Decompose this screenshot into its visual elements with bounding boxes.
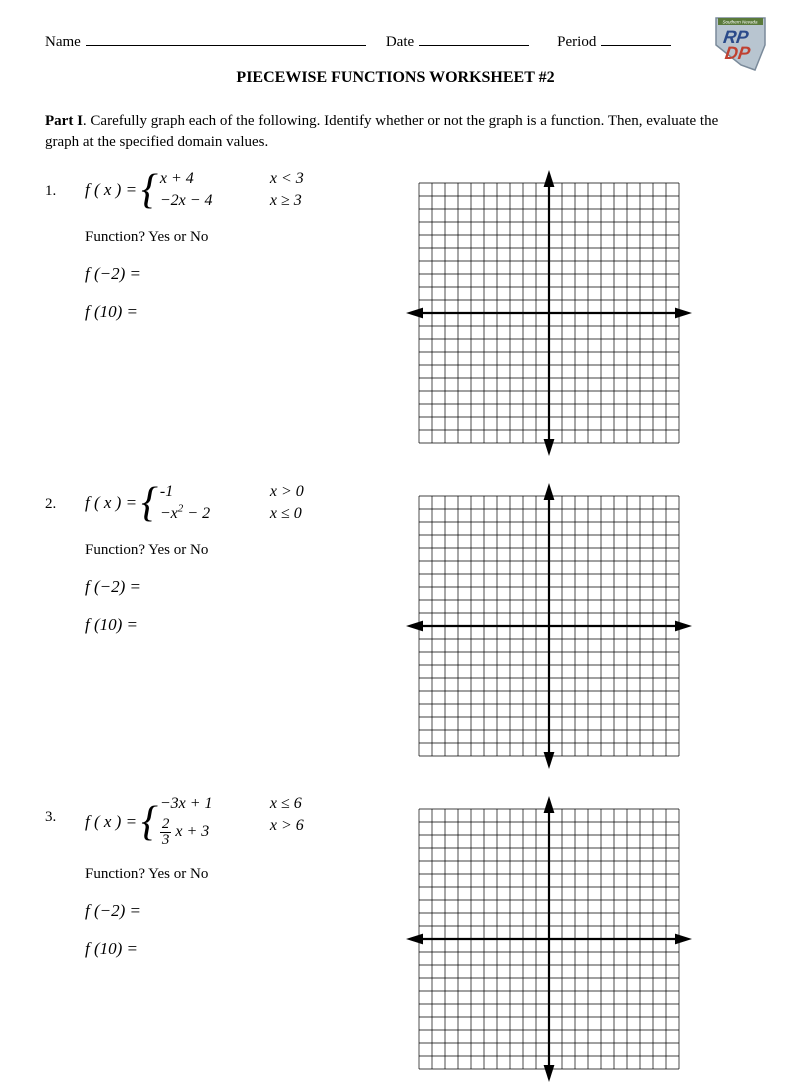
problem-body: f ( x ) = { x + 4x < 3 −2x − 4x ≥ 3 Funct… (85, 169, 385, 340)
problem-number: 2. (45, 482, 65, 513)
problem: 3. f ( x ) = { −3x + 1x ≤ 6 23 x + 3x > 6… (45, 795, 746, 1088)
period-blank (601, 30, 671, 46)
date-blank (419, 30, 529, 46)
function-definition: f ( x ) = { x + 4x < 3 −2x − 4x ≥ 3 (85, 169, 385, 211)
brace-icon: { (141, 482, 158, 524)
piece-row: -1x > 0 (160, 483, 304, 501)
problems-container: 1. f ( x ) = { x + 4x < 3 −2x − 4x ≥ 3 Fu… (45, 169, 746, 1088)
function-definition: f ( x ) = { −3x + 1x ≤ 6 23 x + 3x > 6 (85, 795, 385, 848)
function-definition: f ( x ) = { -1x > 0 −x2 − 2x ≤ 0 (85, 482, 385, 524)
date-label: Date (386, 34, 414, 51)
piece-condition: x < 3 (270, 170, 304, 188)
problem: 2. f ( x ) = { -1x > 0 −x2 − 2x ≤ 0 Funct… (45, 482, 746, 775)
piece-row: −2x − 4x ≥ 3 (160, 192, 304, 210)
problem: 1. f ( x ) = { x + 4x < 3 −2x − 4x ≥ 3 Fu… (45, 169, 746, 462)
piece-row: x + 4x < 3 (160, 170, 304, 188)
piece-condition: x ≤ 6 (270, 795, 302, 813)
eval-neg2: f (−2) = (85, 901, 385, 921)
eval-ten: f (10) = (85, 615, 385, 635)
grid-wrap (405, 795, 693, 1088)
piece-condition: x ≥ 3 (270, 192, 302, 210)
period-label: Period (557, 34, 596, 51)
worksheet-title: PIECEWISE FUNCTIONS WORKSHEET #2 (45, 69, 746, 87)
piece-condition: x ≤ 0 (270, 505, 302, 523)
part-label: Part I (45, 113, 83, 129)
problem-number: 3. (45, 795, 65, 826)
grid-wrap (405, 482, 693, 775)
coordinate-grid (405, 169, 693, 457)
brace-icon: { (141, 169, 158, 211)
piece-row: 23 x + 3x > 6 (160, 817, 304, 848)
eval-neg2: f (−2) = (85, 577, 385, 597)
problem-number: 1. (45, 169, 65, 200)
pieces: −3x + 1x ≤ 6 23 x + 3x > 6 (160, 795, 304, 848)
coordinate-grid (405, 482, 693, 770)
eval-ten: f (10) = (85, 302, 385, 322)
piece-condition: x > 6 (270, 817, 304, 848)
pieces: x + 4x < 3 −2x − 4x ≥ 3 (160, 170, 304, 210)
function-question: Function? Yes or No (85, 866, 385, 883)
logo-badge: Southern Nevada RP DP (713, 15, 771, 73)
function-question: Function? Yes or No (85, 542, 385, 559)
problem-body: f ( x ) = { −3x + 1x ≤ 6 23 x + 3x > 6 Fu… (85, 795, 385, 977)
pieces: -1x > 0 −x2 − 2x ≤ 0 (160, 483, 304, 523)
instructions: Part I. Carefully graph each of the foll… (45, 111, 746, 153)
fx-equals: f ( x ) = (85, 812, 137, 832)
name-label: Name (45, 34, 81, 51)
brace-icon: { (141, 801, 158, 843)
piece-row: −3x + 1x ≤ 6 (160, 795, 304, 813)
piece-condition: x > 0 (270, 483, 304, 501)
eval-neg2: f (−2) = (85, 264, 385, 284)
name-blank (86, 30, 366, 46)
svg-text:DP: DP (724, 43, 753, 63)
fx-equals: f ( x ) = (85, 180, 137, 200)
piece-row: −x2 − 2x ≤ 0 (160, 505, 304, 523)
eval-ten: f (10) = (85, 939, 385, 959)
svg-text:Southern Nevada: Southern Nevada (722, 20, 758, 25)
fx-equals: f ( x ) = (85, 493, 137, 513)
instructions-text: . Carefully graph each of the following.… (45, 113, 718, 150)
coordinate-grid (405, 795, 693, 1083)
grid-wrap (405, 169, 693, 462)
function-question: Function? Yes or No (85, 229, 385, 246)
header-fields: Name Date Period (45, 30, 746, 51)
problem-body: f ( x ) = { -1x > 0 −x2 − 2x ≤ 0 Function… (85, 482, 385, 653)
